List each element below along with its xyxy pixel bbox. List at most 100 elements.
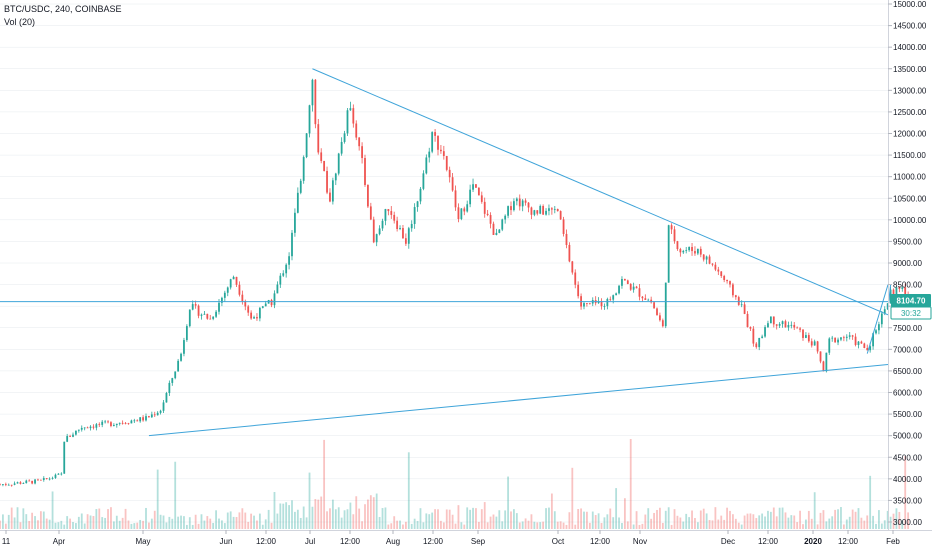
time-tick-label: 12:00	[590, 537, 611, 546]
candle-body	[781, 321, 784, 325]
volume-bar	[413, 518, 416, 529]
volume-bar	[390, 523, 393, 529]
volume-bar	[183, 516, 185, 529]
volume-bar	[422, 522, 425, 529]
candle-body	[714, 264, 717, 270]
volume-bar	[510, 511, 512, 529]
candle-body	[609, 298, 612, 300]
volume-bar	[743, 515, 746, 529]
volume-bar	[457, 505, 460, 529]
candle-body	[142, 417, 144, 421]
trendline[interactable]	[148, 363, 889, 437]
volume-bar	[349, 502, 352, 529]
candle-body	[171, 378, 174, 383]
volume-bar	[878, 510, 880, 529]
candle-body	[431, 132, 434, 152]
volume-bar	[212, 522, 215, 529]
volume-bar	[48, 519, 51, 529]
candle-body	[48, 478, 51, 480]
volume-bar	[361, 521, 363, 529]
volume-bar	[580, 508, 582, 529]
volume-indicator-label[interactable]: Vol (20)	[4, 17, 36, 27]
volume-bar	[171, 518, 174, 529]
volume-bar	[492, 514, 495, 529]
candle-body	[583, 303, 585, 307]
volume-bar	[480, 509, 483, 529]
volume-bar	[778, 507, 781, 529]
time-axis[interactable]: 11 Apr May Jun 12:00 Jul 12:00 Aug 12:00 Sep Oct 12…	[2, 530, 901, 546]
candle-body	[857, 341, 860, 345]
price-tick-label: 8500.00	[893, 281, 922, 290]
volume-bar	[256, 520, 258, 529]
candle-body	[588, 303, 591, 305]
volume-bar	[104, 517, 107, 529]
volume-bar	[591, 511, 594, 529]
volume-bar	[145, 507, 147, 529]
candle-body	[644, 298, 647, 300]
candle-body	[331, 180, 334, 202]
symbol-title[interactable]: BTC/USDC, 240, COINBASE	[4, 4, 122, 14]
candle-body	[291, 232, 293, 257]
volume-bar	[340, 517, 343, 529]
volume-bar	[445, 509, 448, 529]
candle-body	[326, 170, 328, 193]
volume-bar	[638, 524, 641, 529]
volume-bar	[42, 511, 45, 529]
candle-body	[845, 336, 848, 338]
candle-body	[533, 210, 536, 215]
candle-body	[308, 105, 311, 134]
volume-bar	[746, 513, 749, 529]
candle-body	[667, 225, 670, 283]
candle-body	[507, 206, 509, 216]
volume-bar	[600, 523, 603, 529]
volume-bar	[504, 510, 507, 529]
candle-body	[553, 208, 556, 210]
candle-body	[498, 229, 501, 233]
volume-bar	[723, 519, 726, 529]
volume-bar	[752, 514, 755, 529]
volume-bar	[39, 511, 42, 529]
volume-bar	[568, 512, 571, 529]
volume-bar	[565, 524, 568, 529]
trendline[interactable]	[866, 284, 889, 354]
candle-body	[869, 346, 872, 351]
price-axis[interactable]: 15000.00 14500.00 14000.00 13500.00 13000.00…	[888, 0, 927, 527]
volume-bar	[367, 499, 369, 529]
candle-body	[457, 207, 460, 219]
candle-body	[749, 327, 752, 329]
volume-bar	[54, 522, 57, 529]
volume-bar	[883, 520, 886, 529]
volume-bar	[337, 507, 340, 529]
candle-body	[168, 382, 171, 394]
volume-bar	[124, 508, 127, 529]
volume-bar	[553, 511, 556, 529]
volume-bar	[258, 513, 261, 529]
candle-body	[615, 293, 618, 296]
trendline[interactable]	[312, 68, 889, 316]
candle-body	[2, 484, 4, 485]
volume-bar	[475, 508, 477, 529]
candle-body	[880, 313, 883, 325]
candle-body	[323, 160, 326, 171]
volume-bar	[317, 499, 320, 529]
volume-bar	[218, 518, 220, 529]
volume-bar	[603, 517, 606, 529]
countdown-label: 30:32	[901, 309, 922, 318]
price-tick-label: 9000.00	[893, 259, 922, 268]
volume-bar	[331, 499, 334, 529]
candle-body	[632, 286, 635, 290]
candle-body	[688, 246, 691, 251]
candle-body	[270, 299, 273, 306]
volume-bar	[142, 520, 144, 529]
volume-bar	[185, 524, 188, 529]
candle-body	[372, 219, 375, 243]
volume-bar	[118, 520, 121, 529]
candle-body	[256, 317, 258, 319]
candle-body	[477, 187, 480, 196]
volume-bar	[136, 522, 139, 529]
candle-body	[185, 326, 188, 341]
candle-body	[720, 271, 723, 277]
candle-body	[393, 214, 396, 221]
volume-bar	[209, 518, 212, 529]
candle-body	[705, 256, 708, 260]
